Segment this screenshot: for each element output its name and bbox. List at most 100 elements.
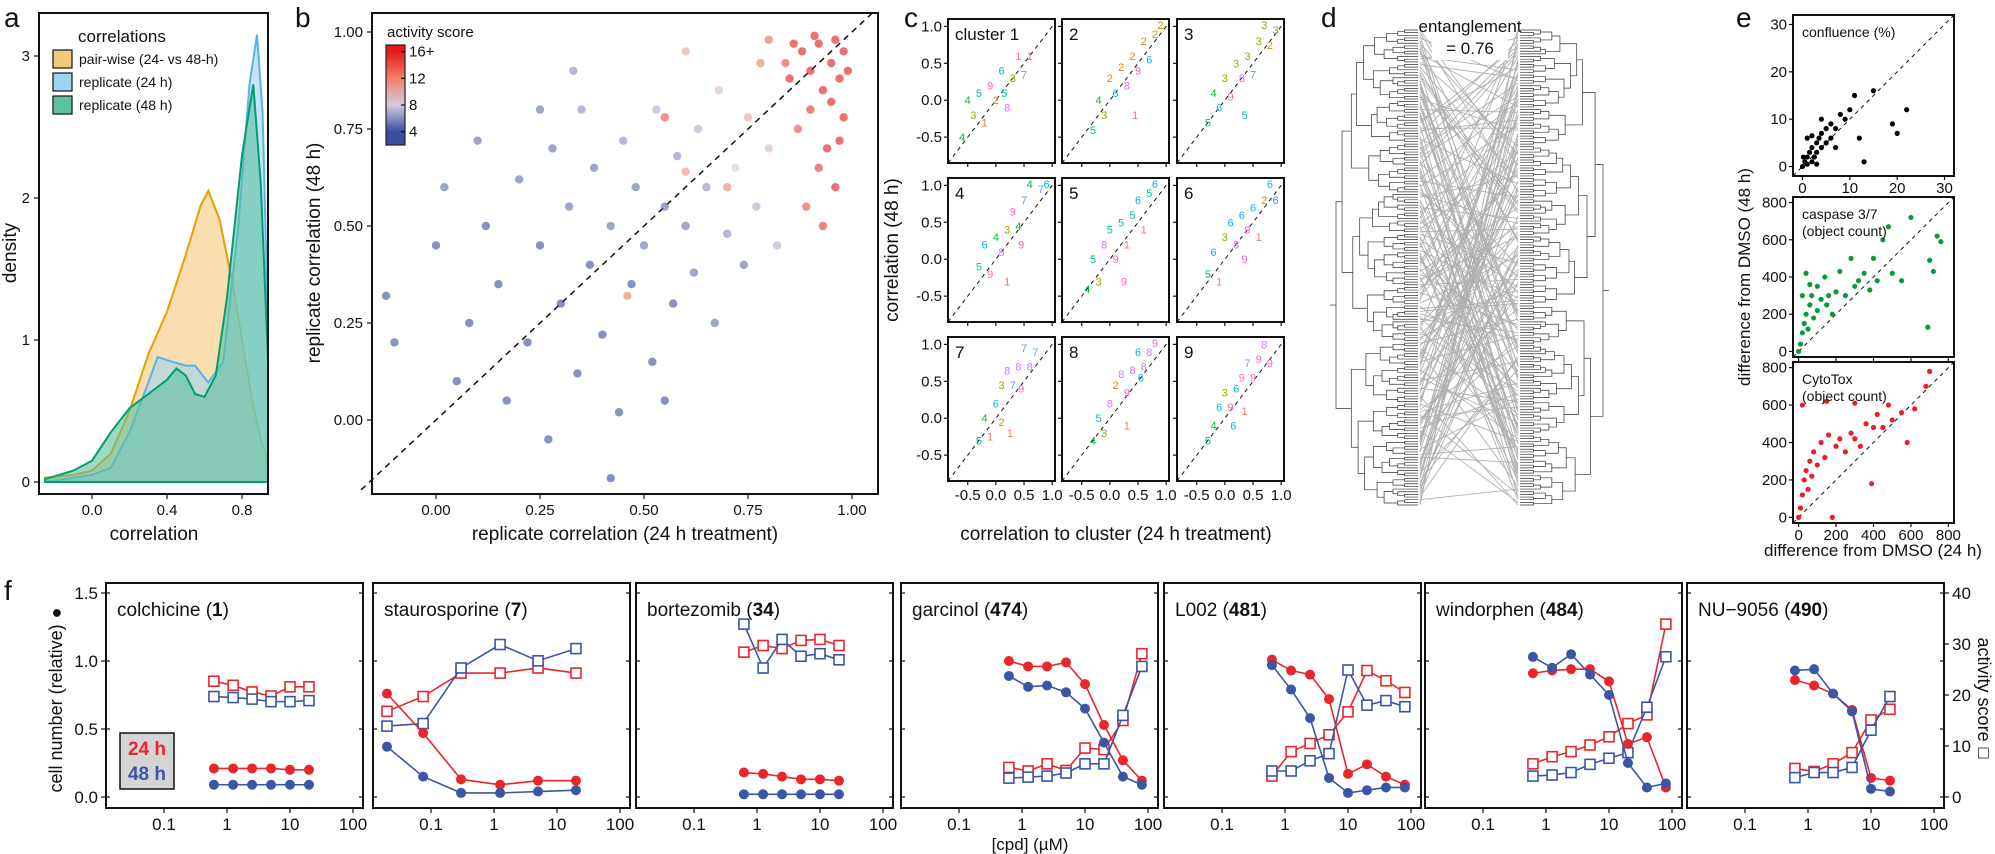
cluster-digit-point: 2	[1112, 380, 1118, 392]
dendrogram-branch	[1376, 106, 1390, 123]
tangle-line	[1419, 382, 1519, 413]
activity-48h-marker	[1660, 650, 1672, 663]
cluster-digit-point: 6	[1043, 179, 1049, 191]
activity-48h-marker	[1546, 769, 1558, 781]
activity-48h-marker	[1266, 765, 1278, 777]
cluster-digit-point: 1	[1256, 232, 1262, 244]
dendrogram-branch	[1404, 114, 1418, 118]
data-point	[1930, 268, 1937, 275]
tangle-line	[1419, 236, 1519, 434]
data-point	[494, 280, 503, 289]
dendrogram-branch	[1520, 215, 1534, 219]
tangle-line	[1419, 35, 1519, 349]
dendrogram-branch	[1520, 340, 1534, 344]
data-point	[535, 105, 545, 114]
dendrogram-branch	[1404, 207, 1418, 211]
x-tick-label: 0.1	[1210, 815, 1234, 834]
data-point	[1822, 454, 1828, 461]
cluster-digit-point: 4	[993, 232, 999, 244]
x-tick-label: 400	[1861, 527, 1886, 544]
x-tick-label: 30	[1936, 180, 1953, 197]
dendrogram-branch	[1373, 375, 1387, 396]
panel-label-c: c	[904, 2, 918, 33]
y-tick-label: 0.5	[921, 373, 942, 390]
subplot-frame	[1176, 177, 1285, 323]
tangle-line	[1419, 35, 1519, 506]
tangle-line	[1419, 51, 1519, 352]
right-y-tick-label: 30	[1952, 635, 1971, 654]
data-point	[1809, 144, 1815, 151]
data-point	[702, 183, 711, 192]
panel-a-density-plot: 0.0 0.4 0.8 0 1 2 3 correlation density correlati…	[0, 12, 269, 545]
cell-number-24h-marker	[1117, 755, 1128, 766]
cluster-digit-point: 6	[1216, 103, 1222, 115]
data-point	[1889, 121, 1896, 127]
data-point	[1799, 492, 1805, 498]
dendrogram-branch	[1520, 478, 1534, 482]
cluster-digit-point: 9	[1135, 66, 1141, 78]
data-point	[660, 396, 669, 405]
dendrogram-branch	[1520, 365, 1541, 371]
activity-48h-marker	[284, 695, 296, 708]
dendrogram-branch	[1379, 346, 1394, 361]
compound-name: garcinol (	[912, 600, 991, 621]
data-point	[743, 113, 753, 122]
compound-name: NU−9056 (	[1698, 600, 1791, 621]
cell-number-48h-marker	[1884, 786, 1895, 797]
dendrogram-branch	[1378, 201, 1398, 217]
dendrogram-branch	[1520, 117, 1534, 121]
data-point	[1810, 315, 1817, 321]
data-point	[1885, 224, 1892, 230]
activity-48h-marker	[227, 691, 239, 704]
dendrogram-branch	[1540, 58, 1555, 69]
cluster-digit-point: 1	[1015, 51, 1021, 63]
cell-number-48h-marker	[1828, 688, 1839, 699]
activity-48h-marker	[1041, 770, 1053, 782]
colorbar-tick-label: 16+	[409, 44, 435, 61]
dendrogram-branch	[1404, 175, 1418, 179]
compound-title: staurosporine (7)	[384, 600, 528, 621]
left-y-axis-label: cell number (relative) ●	[46, 608, 66, 793]
x-tick-label: 10	[1841, 180, 1858, 197]
dendrogram-branch	[1533, 111, 1550, 120]
dendrogram-branch	[1520, 289, 1534, 294]
dendrogram-branch	[1533, 125, 1550, 133]
dendrogram-branch	[1520, 147, 1541, 153]
dendrogram-branch	[1520, 310, 1534, 315]
left-dendrogram	[1330, 29, 1418, 506]
dendrogram-branch	[1397, 101, 1418, 106]
x-tick-label: 100	[869, 815, 897, 834]
x-tick-label: 10	[1339, 815, 1358, 834]
cluster-digit-point: 7	[1250, 69, 1256, 81]
data-point	[1814, 161, 1820, 167]
dendrogram-branch	[1404, 395, 1418, 400]
activity-48h-marker	[1285, 765, 1297, 777]
data-point	[639, 241, 649, 250]
cluster-digit-point: 2	[1129, 51, 1135, 63]
dendrogram-branch	[1556, 249, 1570, 274]
dendrogram-branch	[1404, 199, 1418, 203]
dendrogram-branch	[1520, 29, 1541, 35]
dendrogram-branch	[1545, 323, 1559, 338]
activity-48h-marker	[570, 642, 582, 655]
cluster-digit-point: 7	[1038, 184, 1044, 196]
dendrogram-branch	[1404, 310, 1418, 315]
x-tick-label: 0.5	[1128, 487, 1149, 504]
dendrogram-branch	[1533, 179, 1546, 186]
cell-number-48h-marker	[1641, 782, 1652, 793]
dendrogram-branch	[1556, 164, 1571, 189]
activity-48h-marker	[494, 638, 506, 651]
cluster-digit-point: 3	[1222, 232, 1228, 244]
dendrogram-branch	[1520, 244, 1534, 248]
cluster-digit-point: 2	[998, 417, 1004, 429]
data-point	[1816, 135, 1822, 141]
dendrogram-branch	[1533, 333, 1550, 341]
y-axis-label: correlation (48 h)	[882, 178, 903, 322]
dendrogram-branch	[1520, 178, 1534, 182]
dendrogram-branch	[1383, 237, 1398, 247]
dendrogram-branch	[1520, 236, 1541, 242]
cluster-digit-point: 2	[993, 95, 999, 107]
dendrogram-branch	[1520, 484, 1541, 490]
dendrogram-branch	[1545, 91, 1559, 104]
compound-id: 484	[1546, 600, 1578, 621]
